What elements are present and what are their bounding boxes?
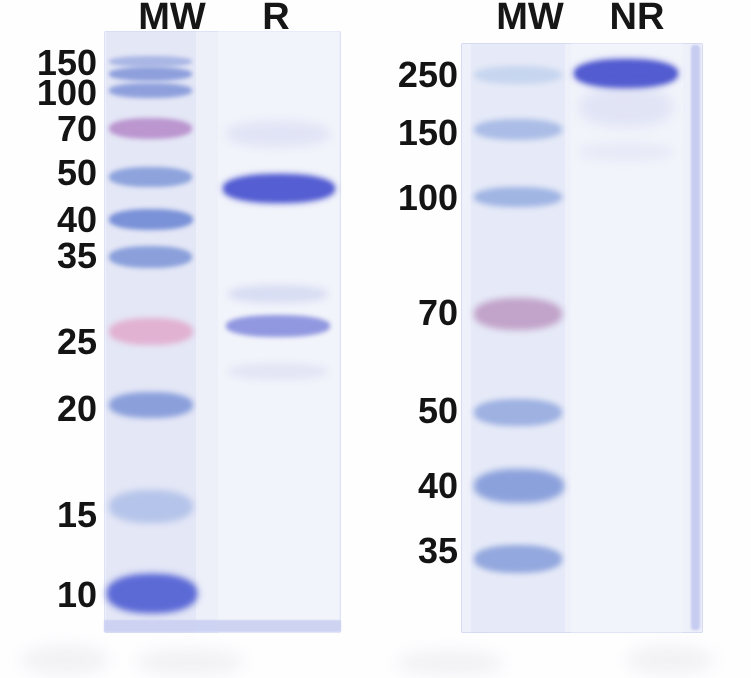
marker-band-100 <box>474 187 562 207</box>
mw-marker-label-150: 150 <box>36 42 97 83</box>
mw-marker-label-20: 20 <box>56 388 97 429</box>
sample-band <box>575 60 677 87</box>
mw-marker-label-15: 15 <box>56 494 97 535</box>
marker-band-20 <box>109 392 193 418</box>
mw-marker-label-10: 10 <box>56 574 97 615</box>
sample-band <box>226 315 330 337</box>
sample-band <box>224 175 334 202</box>
sample-band <box>226 121 330 147</box>
gel-surface-reduced <box>104 31 341 633</box>
lane-column <box>571 43 683 633</box>
marker-band-x <box>109 67 192 81</box>
mw-marker-label-100: 100 <box>397 177 458 218</box>
marker-band-150 <box>109 56 192 67</box>
lane-header-mw-non-reduced: MW <box>496 0 564 38</box>
marker-band-40 <box>474 469 564 503</box>
mw-marker-label-250: 250 <box>397 54 458 95</box>
marker-band-250 <box>474 66 562 84</box>
marker-band-40 <box>109 209 193 230</box>
mw-marker-label-70: 70 <box>417 292 458 333</box>
mw-marker-label-40: 40 <box>56 199 97 240</box>
mw-marker-label-70: 70 <box>56 108 97 149</box>
lane-header-nr-non-reduced: NR <box>609 0 665 38</box>
marker-band-35 <box>109 246 192 268</box>
background-smudge <box>395 650 505 676</box>
mw-marker-label-150: 150 <box>397 112 458 153</box>
background-smudge <box>625 645 715 675</box>
marker-band-150 <box>474 119 562 140</box>
gel-surface-non-reduced <box>461 43 703 633</box>
lane-header-mw-reduced: MW <box>138 0 206 38</box>
mw-marker-label-35: 35 <box>56 235 97 276</box>
lane-header-r-reduced: R <box>262 0 290 38</box>
gel-edge-stripe <box>691 45 700 630</box>
dye-front-strip <box>104 620 341 632</box>
mw-marker-label-40: 40 <box>417 465 458 506</box>
mw-marker-labels-non-reduced: 250 150 100 70 50 40 35 <box>385 0 458 678</box>
sample-band <box>579 87 673 127</box>
marker-band-10 <box>108 575 196 612</box>
sample-band <box>228 363 328 380</box>
mw-marker-label-25: 25 <box>56 321 97 362</box>
mw-marker-label-50: 50 <box>417 390 458 431</box>
marker-band-15 <box>109 490 193 523</box>
marker-band-70 <box>109 118 192 139</box>
marker-band-35 <box>474 545 562 573</box>
marker-band-70 <box>474 298 562 330</box>
marker-band-50 <box>109 167 192 187</box>
marker-band-100 <box>109 83 192 98</box>
mw-marker-label-100: 100 <box>36 72 97 113</box>
mw-marker-label-35: 35 <box>417 530 458 571</box>
background-smudge <box>20 645 110 675</box>
marker-band-25 <box>109 318 193 345</box>
background-smudge <box>135 648 245 676</box>
mw-marker-labels-reduced: 150 100 70 50 40 35 25 20 15 10 <box>8 0 97 678</box>
sample-band <box>228 285 328 303</box>
marker-band-50 <box>474 399 562 426</box>
lane-column <box>471 43 565 633</box>
sample-band <box>579 143 673 161</box>
mw-marker-label-50: 50 <box>56 152 97 193</box>
